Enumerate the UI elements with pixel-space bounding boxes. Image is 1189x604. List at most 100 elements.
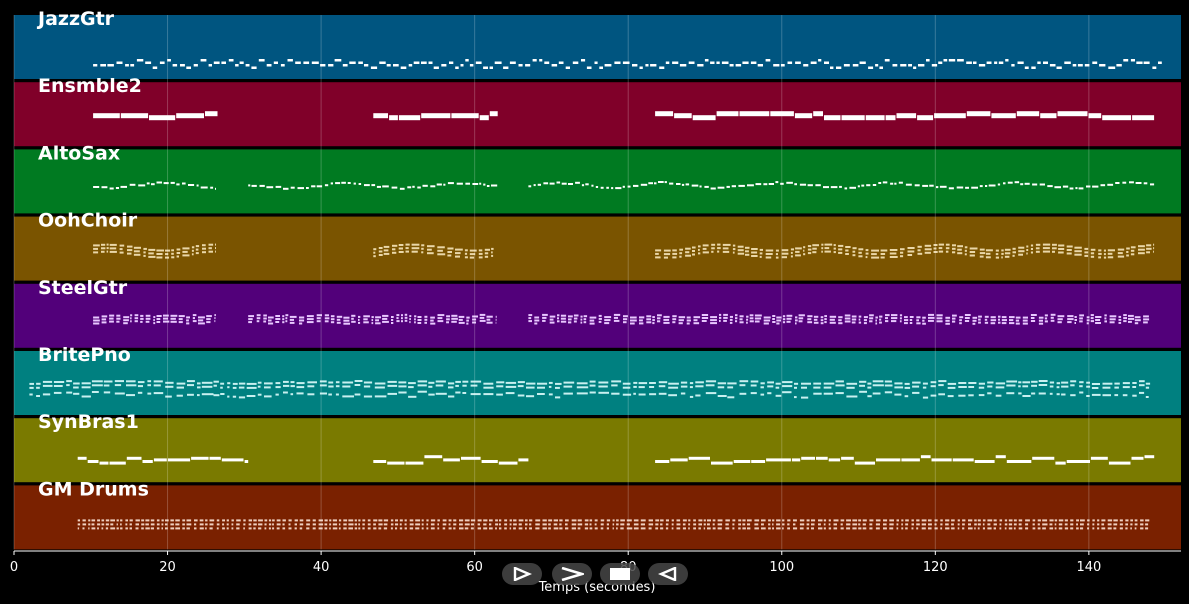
midi-note [156, 315, 162, 317]
midi-note [1123, 59, 1129, 62]
midi-note [859, 390, 867, 393]
midi-note [620, 519, 625, 522]
midi-note [495, 315, 497, 318]
midi-note [437, 249, 443, 252]
midi-note [823, 386, 832, 389]
midi-note [1018, 381, 1022, 384]
midi-note [1150, 183, 1155, 186]
midi-note [782, 318, 786, 321]
midi-note [775, 249, 779, 252]
track-background [14, 149, 1181, 214]
midi-note [738, 527, 741, 530]
prev-button[interactable] [648, 563, 688, 585]
midi-note [803, 253, 806, 256]
midi-note [952, 251, 956, 254]
midi-note [290, 186, 295, 189]
midi-note [693, 316, 701, 319]
midi-note [1079, 381, 1084, 384]
midi-note [312, 527, 316, 530]
midi-note [985, 256, 991, 259]
midi-note [472, 315, 478, 318]
midi-note [958, 382, 967, 384]
midi-note [1122, 382, 1130, 385]
midi-note [1090, 456, 1108, 460]
midi-note [1009, 319, 1014, 322]
midi-note [1008, 527, 1013, 530]
midi-note [892, 64, 898, 67]
midi-note [1042, 527, 1046, 530]
midi-note [630, 322, 635, 325]
midi-note [375, 322, 381, 325]
midi-note [824, 315, 827, 318]
midi-note [534, 322, 538, 325]
midi-note [285, 314, 289, 317]
midi-note [560, 317, 566, 320]
midi-note [765, 256, 772, 259]
midi-note [253, 523, 257, 526]
midi-note [1070, 527, 1074, 530]
midi-note [838, 319, 842, 322]
midi-note [801, 396, 809, 399]
stop-button[interactable] [600, 563, 640, 585]
midi-note [729, 321, 733, 324]
midi-note [844, 317, 851, 320]
midi-note [988, 184, 996, 187]
midi-note [391, 316, 394, 318]
midi-note [484, 255, 489, 258]
midi-note [489, 111, 498, 117]
midi-note [912, 381, 921, 384]
midi-note [171, 249, 174, 252]
midi-note [553, 527, 559, 530]
midi-note [772, 527, 774, 530]
midi-note [408, 395, 417, 398]
play-button[interactable] [502, 563, 542, 585]
midi-note [928, 316, 935, 319]
midi-note [483, 66, 488, 69]
midi-note [872, 384, 884, 387]
midi-note [404, 519, 407, 522]
midi-note [542, 519, 547, 522]
midi-note [464, 523, 470, 526]
midi-note [354, 393, 361, 396]
midi-note [367, 519, 371, 522]
midi-note [828, 523, 831, 526]
midi-note [275, 318, 281, 320]
midi-note [143, 254, 146, 257]
midi-note [199, 523, 204, 526]
midi-note [672, 315, 677, 318]
midi-note [257, 393, 262, 396]
midi-note [263, 314, 267, 317]
midi-note [135, 519, 140, 522]
midi-note [685, 183, 690, 186]
midi-note [820, 322, 824, 325]
midi-note [664, 181, 667, 184]
midi-note [307, 393, 315, 396]
midi-note [264, 523, 267, 526]
midi-note [879, 315, 883, 318]
midi-note [862, 527, 867, 530]
midi-note [995, 455, 1006, 459]
midi-note [391, 319, 394, 321]
midi-note [228, 59, 234, 62]
midi-note [105, 523, 109, 526]
midi-note [374, 386, 385, 389]
midi-note [829, 315, 837, 318]
midi-note [1025, 523, 1029, 526]
midi-note [1061, 385, 1069, 388]
midi-note [717, 527, 722, 530]
midi-note [1004, 519, 1008, 522]
midi-note [275, 393, 279, 396]
midi-note [859, 384, 865, 387]
midi-note [484, 252, 489, 255]
midi-note [901, 527, 904, 530]
midi-note [548, 385, 552, 388]
midi-note [1113, 519, 1118, 522]
midi-note [1037, 61, 1041, 64]
midi-note [257, 381, 262, 384]
midi-note [563, 392, 573, 395]
midi-note [324, 527, 328, 530]
midi-note [1006, 384, 1016, 387]
midi-note [513, 523, 517, 526]
next-button[interactable] [552, 563, 592, 585]
midi-note [103, 391, 111, 394]
